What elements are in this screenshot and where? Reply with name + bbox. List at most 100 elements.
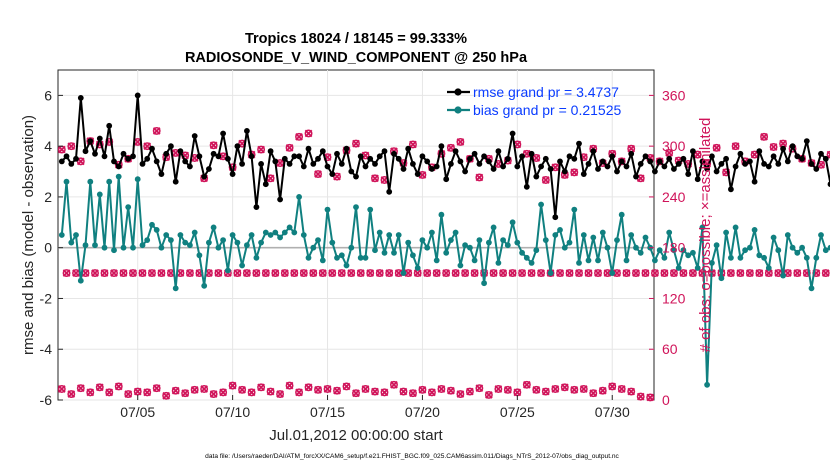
obs-assim-cross-b <box>760 133 768 141</box>
obs-assim-cross-b <box>181 389 190 398</box>
obs-assim-cross-b <box>651 269 659 277</box>
bias-point-144 <box>742 247 748 254</box>
rmse-point-60 <box>343 145 350 152</box>
obs-marker-1-30 <box>342 382 351 391</box>
obs-assim-cross-b <box>323 385 332 393</box>
obs-assim-cross-b <box>522 380 531 389</box>
bias-point-81 <box>443 249 450 256</box>
bias-point-153 <box>784 232 791 238</box>
obs-possible-circle <box>138 269 147 278</box>
obs-marker-0-143 <box>736 269 745 278</box>
obs-assim-cross-b <box>466 387 474 396</box>
rmse-point-63 <box>357 153 364 160</box>
bias-point-98 <box>523 254 530 261</box>
data-file-footer: data file: /Users/raeder/DAI/ATM_forcXX/… <box>205 453 619 460</box>
bias-point-159 <box>813 254 820 261</box>
obs-assim-cross-b <box>152 384 161 392</box>
obs-marker-0-43 <box>261 269 270 278</box>
rmse-point-0 <box>58 158 65 165</box>
obs-marker-1-11 <box>162 391 171 400</box>
obs-assim-cross-b <box>205 269 213 277</box>
obs-marker-1-0 <box>57 385 66 393</box>
rmse-point-105 <box>557 158 563 165</box>
obs-possible-circle <box>152 126 161 135</box>
rmse-point-128 <box>666 155 673 162</box>
obs-marker-0-62 <box>352 139 360 148</box>
bias-point-132 <box>685 252 692 259</box>
obs-marker-0-97 <box>518 269 527 278</box>
obs-assim-cross-b <box>361 151 370 160</box>
rmse-point-132 <box>685 171 692 178</box>
bias-point-82 <box>448 237 454 244</box>
obs-possible-circle <box>722 168 731 177</box>
obs-possible-circle <box>465 387 474 396</box>
obs-possible-circle <box>446 143 455 152</box>
bias-point-17 <box>139 242 146 249</box>
obs-possible-circle <box>314 170 322 179</box>
obs-assim-cross-b <box>560 383 569 392</box>
obs-assim-cross-b <box>105 388 114 397</box>
obs-assim-cross-b <box>304 383 313 392</box>
rmse-point-52 <box>305 145 312 152</box>
x-tick-label-0: 07/05 <box>120 404 155 420</box>
rmse-point-84 <box>457 158 464 165</box>
obs-assim-cross-b <box>641 269 650 277</box>
obs-assim-cross-b <box>304 129 313 138</box>
obs-assim-cross-b <box>817 160 825 169</box>
obs-possible-circle <box>129 269 137 278</box>
obs-assim-cross-b <box>247 388 256 397</box>
obs-assim-cross-b <box>157 269 166 277</box>
obs-assim-cross-b <box>504 386 512 394</box>
obs-possible-circle <box>650 269 659 278</box>
bias-point-30 <box>201 282 208 289</box>
bias-point-51 <box>300 232 307 238</box>
rmse-point-29 <box>196 153 203 160</box>
bias-point-152 <box>780 272 786 279</box>
obs-assim-cross-b <box>171 386 180 395</box>
bias-point-131 <box>680 247 687 254</box>
bias-point-95 <box>509 219 516 226</box>
obs-possible-circle <box>318 269 327 278</box>
bias-point-56 <box>324 206 331 213</box>
obs-assim-cross-b <box>670 269 678 277</box>
obs-possible-circle <box>518 269 527 278</box>
obs-possible-circle <box>826 150 830 159</box>
obs-marker-1-25 <box>295 388 304 397</box>
obs-possible-circle <box>333 172 341 181</box>
obs-marker-0-15 <box>129 269 137 278</box>
rmse-point-32 <box>210 150 217 157</box>
obs-assim-cross-b <box>214 269 223 277</box>
bias-point-41 <box>253 254 260 261</box>
obs-assim-cross-b <box>461 269 469 277</box>
bias-point-93 <box>500 237 506 244</box>
rmse-point-75 <box>414 171 421 178</box>
obs-assim-cross-b <box>736 269 745 277</box>
bias-point-138 <box>713 242 720 249</box>
obs-possible-circle <box>148 269 156 278</box>
rmse-point-158 <box>808 161 815 167</box>
obs-assim-cross-b <box>636 174 645 183</box>
obs-assim-cross-b <box>271 269 280 277</box>
bias-point-123 <box>642 234 649 241</box>
bias-point-106 <box>561 244 568 251</box>
rmse-point-106 <box>561 168 568 175</box>
obs-marker-0-148 <box>760 132 769 141</box>
bias-point-63 <box>357 254 364 261</box>
obs-marker-1-20 <box>247 388 256 397</box>
y-right-tick-label-0: 360 <box>662 87 686 103</box>
bias-point-76 <box>419 237 426 244</box>
obs-marker-0-125 <box>650 269 659 278</box>
bias-point-42 <box>258 239 264 246</box>
obs-marker-1-15 <box>200 385 209 393</box>
rmse-point-159 <box>813 166 820 172</box>
obs-marker-0-109 <box>575 269 583 278</box>
obs-possible-circle <box>442 269 451 278</box>
obs-assim-cross-b <box>385 269 394 277</box>
obs-assim-cross-b <box>679 269 688 277</box>
rmse-point-96 <box>514 163 521 170</box>
y-left-tick-label-0: 6 <box>44 87 52 103</box>
obs-possible-circle <box>290 269 299 278</box>
obs-possible-circle <box>793 269 802 278</box>
bias-point-140 <box>723 229 729 236</box>
bias-point-21 <box>158 244 165 251</box>
